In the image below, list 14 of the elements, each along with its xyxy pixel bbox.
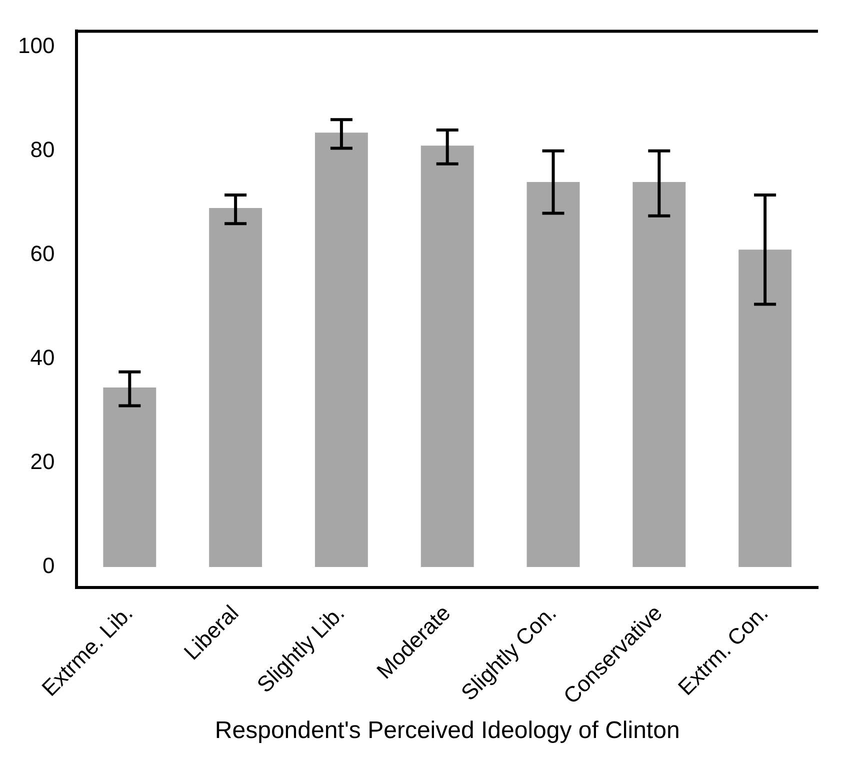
x-axis-title: Respondent's Perceived Ideology of Clinton [214, 717, 680, 744]
bar [738, 250, 792, 567]
bar [103, 387, 156, 567]
y-tick-label: 0 [42, 553, 55, 578]
bar [632, 182, 686, 567]
y-tick-label: 80 [30, 136, 55, 162]
bar [314, 132, 368, 567]
y-tick-label: 40 [30, 344, 55, 370]
bar [526, 182, 580, 567]
y-tick-label: 60 [30, 240, 55, 266]
y-tick-label: 20 [30, 448, 55, 474]
bar [420, 146, 474, 567]
y-tick-label: 100 [18, 32, 55, 58]
bar [209, 208, 262, 567]
